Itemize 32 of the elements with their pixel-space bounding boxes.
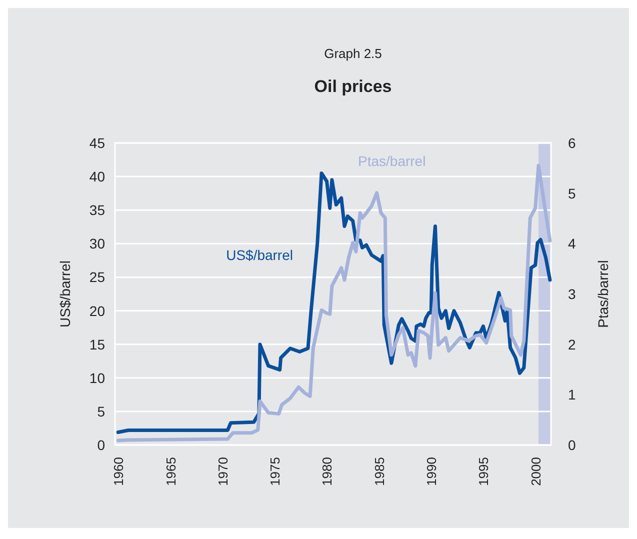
y-tick-label: 20 (89, 302, 106, 319)
y2-tick-label: 1 (568, 386, 576, 403)
x-tick-label: 1985 (372, 457, 387, 486)
y2-tick-label: 3 (568, 286, 576, 302)
y-axis-title: US$/barrel (57, 260, 73, 328)
x-tick-label: 1980 (320, 457, 335, 486)
chart-subtitle: Graph 2.5 (324, 46, 382, 61)
y-tick-label: 30 (89, 236, 106, 252)
x-tick-label: 1970 (215, 457, 230, 486)
y-tick-label: 10 (89, 370, 106, 386)
y2-axis-title: Ptas/barrel (595, 260, 611, 328)
x-tick-label: 1965 (163, 457, 178, 486)
series-label: US$/barrel (226, 247, 293, 263)
chart-title: Oil prices (314, 77, 392, 96)
x-tick-label: 2000 (528, 457, 544, 486)
y2-tick-label: 4 (568, 236, 576, 252)
x-tick-label: 1960 (111, 457, 126, 486)
y-tick-label: 45 (89, 135, 106, 151)
y-tick-label: 35 (89, 202, 106, 218)
y-tick-label: 40 (89, 168, 106, 185)
y-tick-label: 15 (89, 336, 106, 352)
y-tick-label: 25 (89, 269, 106, 286)
y2-tick-label: 6 (568, 135, 576, 151)
y-tick-label: 0 (97, 437, 106, 453)
x-tick-label: 1990 (424, 457, 440, 486)
y-tick-label: 5 (97, 403, 106, 420)
x-tick-label: 1995 (476, 457, 492, 486)
y2-tick-label: 0 (568, 437, 576, 453)
x-tick-label: 1975 (268, 457, 283, 486)
y2-tick-label: 5 (568, 185, 576, 202)
y2-tick-label: 2 (568, 336, 576, 352)
text: Ptas/barrel (358, 153, 426, 169)
